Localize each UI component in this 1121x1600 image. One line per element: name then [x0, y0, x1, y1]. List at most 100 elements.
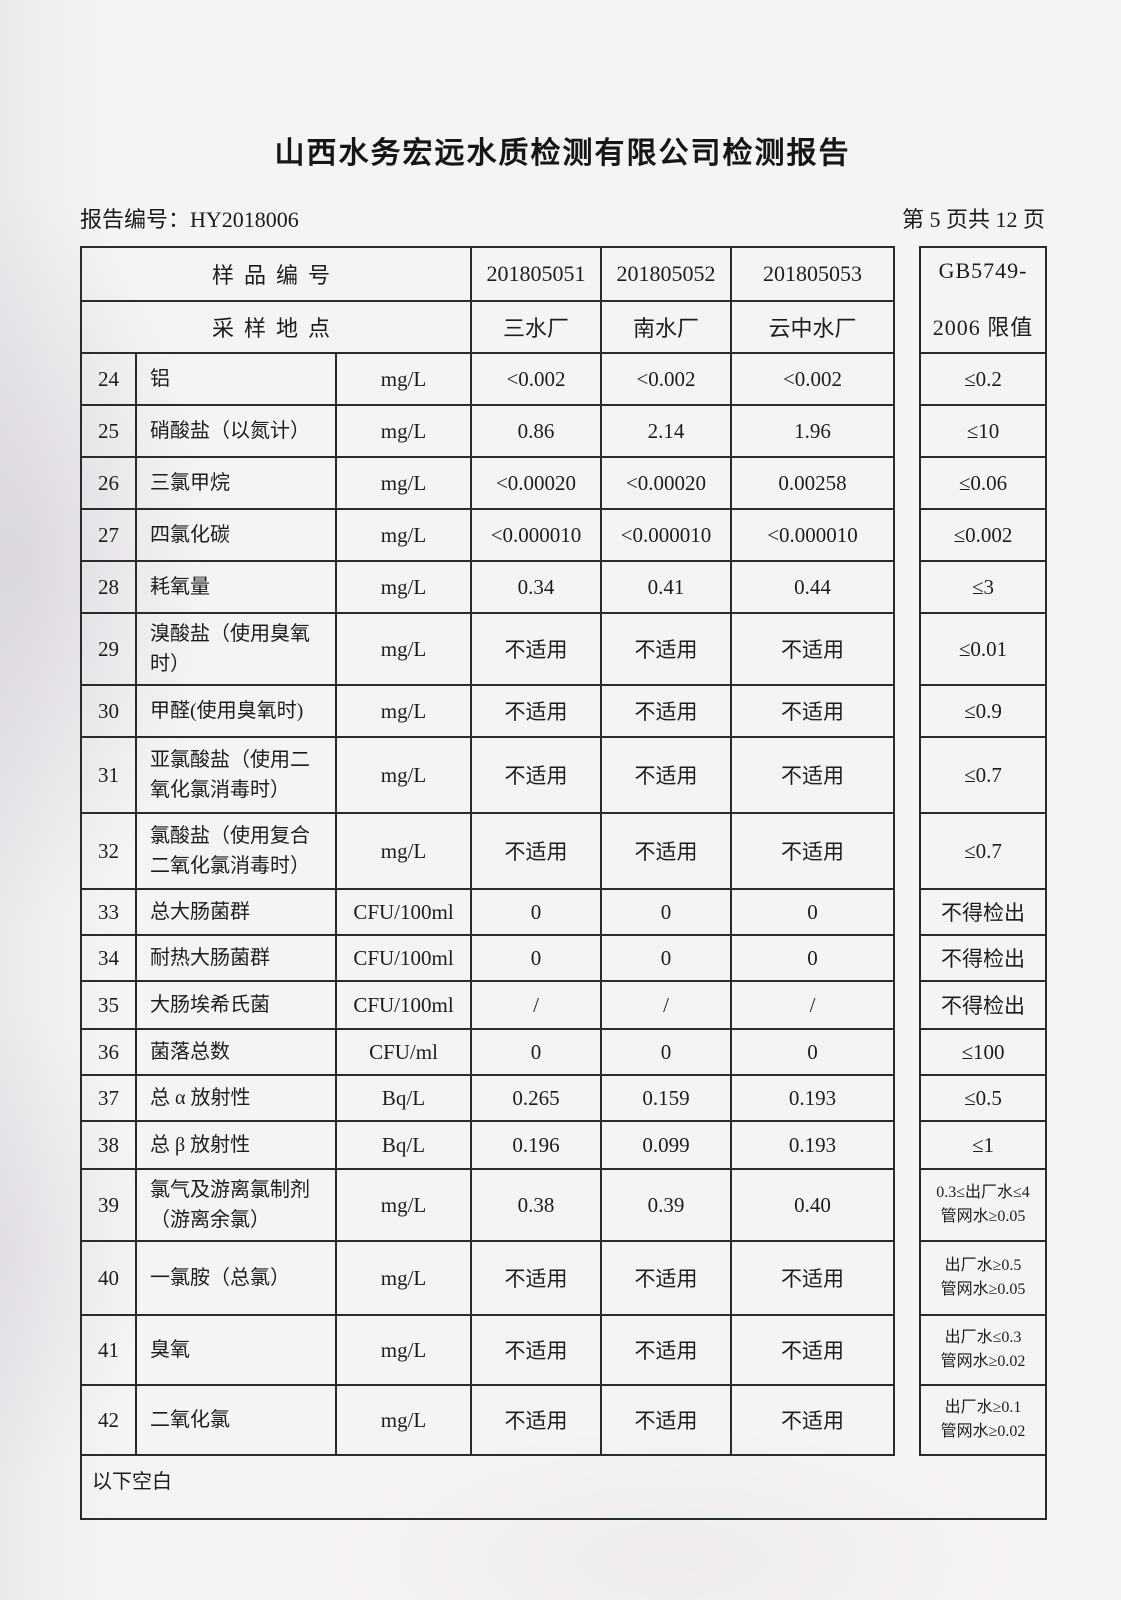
table-row: 38 总 β 放射性 Bq/L 0.196 0.099 0.193 ≤1 — [80, 1120, 1048, 1170]
limit-cell: 不得检出 — [919, 934, 1048, 982]
value-cell: 1.96 — [730, 404, 896, 458]
value-cell: 2.14 — [600, 404, 733, 458]
limit-cell: 出厂水≥0.5 管网水≥0.05 — [919, 1240, 1048, 1316]
table-row: 39 氯气及游离氯制剂（游离余氯） mg/L 0.38 0.39 0.40 0.3≤出厂水≤… — [80, 1168, 1048, 1242]
sample-id-1: 201805051 — [470, 246, 603, 302]
limit-cell: 出厂水≥0.1 管网水≥0.02 — [919, 1384, 1048, 1456]
spacer-cell — [893, 561, 922, 613]
param-name-cell: 甲醛(使用臭氧时) — [135, 684, 337, 738]
row-number-cell: 42 — [80, 1384, 137, 1456]
report-number: 报告编号：HY2018006 — [80, 207, 299, 232]
spacer-cell — [893, 1029, 922, 1075]
limit-cell: ≤0.01 — [919, 612, 1048, 686]
value-cell: 0.34 — [470, 560, 603, 614]
row-number-cell: 38 — [80, 1120, 137, 1170]
param-name-cell: 三氯甲烷 — [135, 456, 337, 510]
spacer-cell — [893, 1075, 922, 1121]
row-number-cell: 29 — [80, 612, 137, 686]
water-quality-table: 样品编号 201805051 201805052 201805053 GB574… — [79, 246, 1048, 1520]
value-cell: 不适用 — [600, 736, 733, 814]
value-cell: 不适用 — [600, 1240, 733, 1316]
value-cell: 不适用 — [470, 1384, 603, 1456]
spacer-cell — [893, 981, 922, 1029]
value-cell: 不适用 — [470, 1240, 603, 1316]
spacer-cell — [893, 1315, 922, 1385]
row-number-cell: 40 — [80, 1240, 137, 1316]
table-row: 24 铝 mg/L <0.002 <0.002 <0.002 ≤0.2 — [80, 352, 1048, 406]
value-cell: <0.002 — [470, 352, 603, 406]
limit-line: 0.3≤出厂水≤4 — [936, 1184, 1030, 1201]
spacer-cell — [893, 613, 922, 685]
unit-cell: mg/L — [334, 1240, 473, 1316]
param-name-cell: 菌落总数 — [135, 1028, 337, 1076]
value-cell: 0.44 — [730, 560, 896, 614]
limit-cell: ≤0.9 — [919, 684, 1048, 738]
value-cell: <0.000010 — [730, 508, 896, 562]
value-cell: 0.38 — [470, 1168, 603, 1242]
value-cell: 不适用 — [730, 736, 896, 814]
param-name-cell: 耐热大肠菌群 — [135, 934, 337, 982]
sample-id-label: 样品编号 — [79, 246, 473, 302]
limit-line: 出厂水≤0.3 — [944, 1329, 1022, 1346]
unit-cell: mg/L — [334, 404, 473, 458]
row-number-cell: 39 — [80, 1168, 137, 1242]
row-number-cell: 33 — [80, 888, 137, 936]
spacer-cell — [893, 405, 922, 457]
spacer-cell — [893, 1241, 922, 1315]
limit-cell: 不得检出 — [919, 980, 1048, 1030]
param-name-cell: 四氯化碳 — [135, 508, 337, 562]
param-name-cell: 二氧化氯 — [135, 1384, 337, 1456]
value-cell: 不适用 — [470, 684, 603, 738]
value-cell: 0 — [730, 1028, 896, 1076]
limit-cell: ≤1 — [919, 1120, 1048, 1170]
sample-id-2: 201805052 — [600, 246, 733, 302]
value-cell: 0.196 — [470, 1120, 603, 1170]
value-cell: 不适用 — [600, 612, 733, 686]
unit-cell: mg/L — [334, 1314, 473, 1386]
unit-cell: mg/L — [334, 736, 473, 814]
value-cell: 0.193 — [730, 1074, 896, 1122]
limit-cell: ≤0.2 — [919, 352, 1048, 406]
param-name-cell: 总 α 放射性 — [135, 1074, 337, 1122]
unit-cell: mg/L — [334, 1384, 473, 1456]
row-number-cell: 25 — [80, 404, 137, 458]
spacer-cell — [893, 1169, 922, 1241]
unit-cell: mg/L — [334, 612, 473, 686]
table-row: 31 亚氯酸盐（使用二氧化氯消毒时） mg/L 不适用 不适用 不适用 ≤0.7 — [80, 736, 1048, 814]
value-cell: / — [600, 980, 733, 1030]
row-number-cell: 35 — [80, 980, 137, 1030]
limit-cell: ≤10 — [919, 404, 1048, 458]
spacer-cell — [893, 1121, 922, 1169]
unit-cell: mg/L — [334, 508, 473, 562]
value-cell: 不适用 — [600, 1314, 733, 1386]
value-cell: 0.193 — [730, 1120, 896, 1170]
table-row: 28 耗氧量 mg/L 0.34 0.41 0.44 ≤3 — [80, 560, 1048, 614]
value-cell: 不适用 — [730, 812, 896, 890]
sample-location-3: 云中水厂 — [730, 300, 896, 354]
scanned-report-page: 山西水务宏远水质检测有限公司检测报告 报告编号：HY2018006 第 5 页共… — [79, 0, 1048, 1520]
value-cell: <0.002 — [600, 352, 733, 406]
value-cell: 0 — [600, 888, 733, 936]
limit-line: 管网水≥0.05 — [940, 1208, 1026, 1225]
page-indicator: 第 5 页共 12 页 — [901, 207, 1045, 232]
value-cell: <0.000010 — [600, 508, 733, 562]
limit-header: GB5749- 2006 限值 — [919, 246, 1048, 354]
row-number-cell: 30 — [80, 684, 137, 738]
value-cell: 0.41 — [600, 560, 733, 614]
value-cell: 0.159 — [600, 1074, 733, 1122]
row-number-cell: 24 — [80, 352, 137, 406]
value-cell: 0 — [470, 888, 603, 936]
value-cell: 0.40 — [730, 1168, 896, 1242]
value-cell: / — [730, 980, 896, 1030]
sample-id-3: 201805053 — [730, 246, 896, 302]
spacer-cell — [893, 935, 922, 981]
table-row: 26 三氯甲烷 mg/L <0.00020 <0.00020 0.00258 ≤0.06 — [80, 456, 1048, 510]
unit-cell: mg/L — [334, 456, 473, 510]
value-cell: 不适用 — [730, 684, 896, 738]
limit-cell: ≤0.7 — [919, 812, 1048, 890]
spacer-cell — [893, 509, 922, 561]
table-row: 30 甲醛(使用臭氧时) mg/L 不适用 不适用 不适用 ≤0.9 — [80, 684, 1048, 738]
row-number-cell: 41 — [80, 1314, 137, 1386]
value-cell: <0.00020 — [600, 456, 733, 510]
value-cell: <0.00020 — [470, 456, 603, 510]
